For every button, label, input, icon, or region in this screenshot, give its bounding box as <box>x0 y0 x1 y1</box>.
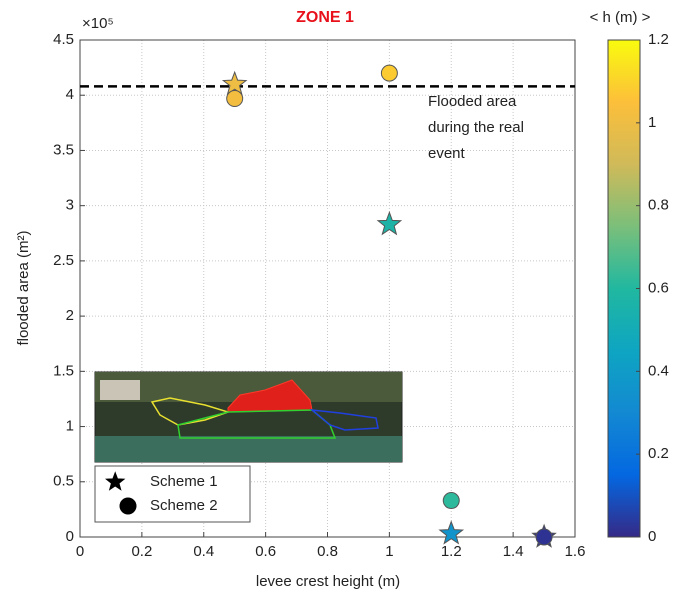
circle-marker <box>381 65 397 81</box>
colorbar-tick-label: 0 <box>648 528 656 545</box>
legend-label: Scheme 1 <box>150 473 218 490</box>
circle-marker <box>536 529 552 545</box>
annotation: Flooded area <box>428 93 517 110</box>
y-exponent: ×10⁵ <box>82 15 114 32</box>
annotation: event <box>428 145 466 162</box>
y-tick-label: 2.5 <box>53 252 74 269</box>
colorbar-label: < h (m) > <box>590 9 651 26</box>
colorbar-tick-label: 0.8 <box>648 197 669 214</box>
inset-map <box>95 372 402 462</box>
circle-marker <box>443 493 459 509</box>
chart: ZONE 1 levee crest height (m) flooded ar… <box>0 0 673 600</box>
x-tick-label: 0.4 <box>193 543 214 560</box>
annotation: during the real <box>428 119 524 136</box>
y-tick-label: 4 <box>66 86 74 103</box>
x-tick-label: 1.2 <box>441 543 462 560</box>
colorbar <box>608 40 640 537</box>
colorbar-tick-label: 1.2 <box>648 31 669 48</box>
y-axis-label: flooded area (m²) <box>15 230 32 345</box>
y-tick-label: 0 <box>66 528 74 545</box>
y-tick-label: 1 <box>66 418 74 435</box>
y-tick-label: 2 <box>66 307 74 324</box>
y-tick-label: 4.5 <box>53 31 74 48</box>
y-tick-label: 3 <box>66 197 74 214</box>
colorbar-tick-label: 0.2 <box>648 445 669 462</box>
inset-field <box>100 380 140 400</box>
x-axis-label: levee crest height (m) <box>256 573 400 590</box>
x-tick-label: 0.6 <box>255 543 276 560</box>
x-tick-label: 1.6 <box>565 543 586 560</box>
colorbar-tick-label: 0.4 <box>648 362 669 379</box>
chart-title: ZONE 1 <box>296 9 354 26</box>
circle-marker <box>227 91 243 107</box>
x-tick-label: 1.4 <box>503 543 524 560</box>
legend-label: Scheme 2 <box>150 497 218 514</box>
star-marker <box>440 522 463 544</box>
circle-marker <box>120 498 136 514</box>
x-tick-label: 0.8 <box>317 543 338 560</box>
colorbar-tick-label: 1 <box>648 114 656 131</box>
inset-sea <box>95 436 402 462</box>
y-tick-label: 0.5 <box>53 473 74 490</box>
x-tick-label: 0.2 <box>131 543 152 560</box>
x-tick-label: 1 <box>385 543 393 560</box>
y-tick-label: 3.5 <box>53 141 74 158</box>
y-tick-label: 1.5 <box>53 362 74 379</box>
star-marker <box>378 212 401 234</box>
x-tick-label: 0 <box>76 543 84 560</box>
colorbar-tick-label: 0.6 <box>648 279 669 296</box>
